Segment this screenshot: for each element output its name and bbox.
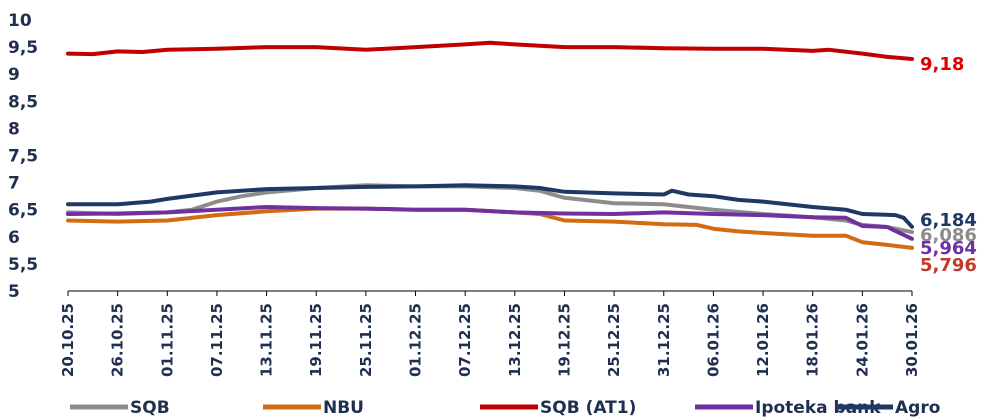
x-tick-label: 19.12.25 (555, 303, 573, 377)
legend-label: Ipoteka bank (755, 398, 881, 418)
series-line-sqb (66, 183, 914, 235)
x-tick-label: 01.11.25 (158, 303, 176, 377)
x-tick-label: 19.11.25 (307, 303, 325, 377)
series-lines (66, 40, 914, 250)
x-tick-label: 12.01.26 (754, 303, 772, 377)
y-tick-label: 5,5 (8, 255, 38, 275)
x-tick-label: 06.01.26 (704, 303, 722, 377)
end-label-agro: 6,184 (920, 210, 977, 231)
y-tick-label: 8,5 (8, 92, 38, 112)
y-axis-ticks: 5 5,5 6 6,5 7 7,5 8 8,5 9 9,5 10 (8, 11, 38, 302)
x-axis-ticks: 20.10.25 26.10.25 01.11.25 07.11.25 13.11.25… (59, 291, 921, 377)
x-tick-label: 25.12.25 (605, 303, 623, 377)
y-tick-label: 5 (8, 282, 20, 302)
y-tick-label: 7 (8, 174, 20, 194)
end-label-sqb-at1: 9,18 (920, 54, 964, 75)
x-tick-label: 25.11.25 (357, 303, 375, 377)
legend-label: Agro (895, 398, 940, 418)
y-tick-label: 7,5 (8, 147, 38, 167)
x-tick-label: 20.10.25 (59, 303, 77, 377)
x-tick-label: 07.11.25 (208, 303, 226, 377)
x-tick-label: 26.10.25 (109, 303, 127, 377)
end-label-sqb: 6,086 (920, 225, 977, 246)
x-tick-label: 30.01.26 (903, 303, 921, 377)
y-tick-label: 9 (8, 65, 20, 85)
series-end-labels: 6,086 5,796 9,18 5,964 6,184 (920, 54, 977, 276)
series-line-agro (66, 183, 914, 229)
series-line-nbu (66, 206, 914, 250)
legend-label: NBU (323, 398, 364, 418)
y-tick-label: 6 (8, 228, 20, 248)
legend-label: SQB (AT1) (540, 398, 636, 418)
end-label-ipoteka-bank: 5,964 (920, 238, 977, 259)
x-tick-label: 01.12.25 (407, 303, 425, 377)
x-tick-label: 31.12.25 (655, 303, 673, 377)
y-tick-label: 9,5 (8, 38, 38, 58)
y-tick-label: 6,5 (8, 201, 38, 221)
x-tick-label: 13.12.25 (506, 303, 524, 377)
y-tick-label: 8 (8, 119, 20, 139)
y-tick-label: 10 (8, 11, 32, 31)
series-line-sqb-at1 (66, 40, 914, 61)
end-label-nbu: 5,796 (920, 255, 977, 276)
x-tick-label: 07.12.25 (456, 303, 474, 377)
x-tick-label: 18.01.26 (804, 303, 822, 377)
legend-label: SQB (130, 398, 170, 418)
x-tick-label: 24.01.26 (853, 303, 871, 377)
series-line-ipoteka-bank (66, 205, 914, 241)
legend: SQB NBU SQB (AT1) Ipoteka bank Agro (70, 398, 940, 418)
x-tick-label: 13.11.25 (258, 303, 276, 377)
